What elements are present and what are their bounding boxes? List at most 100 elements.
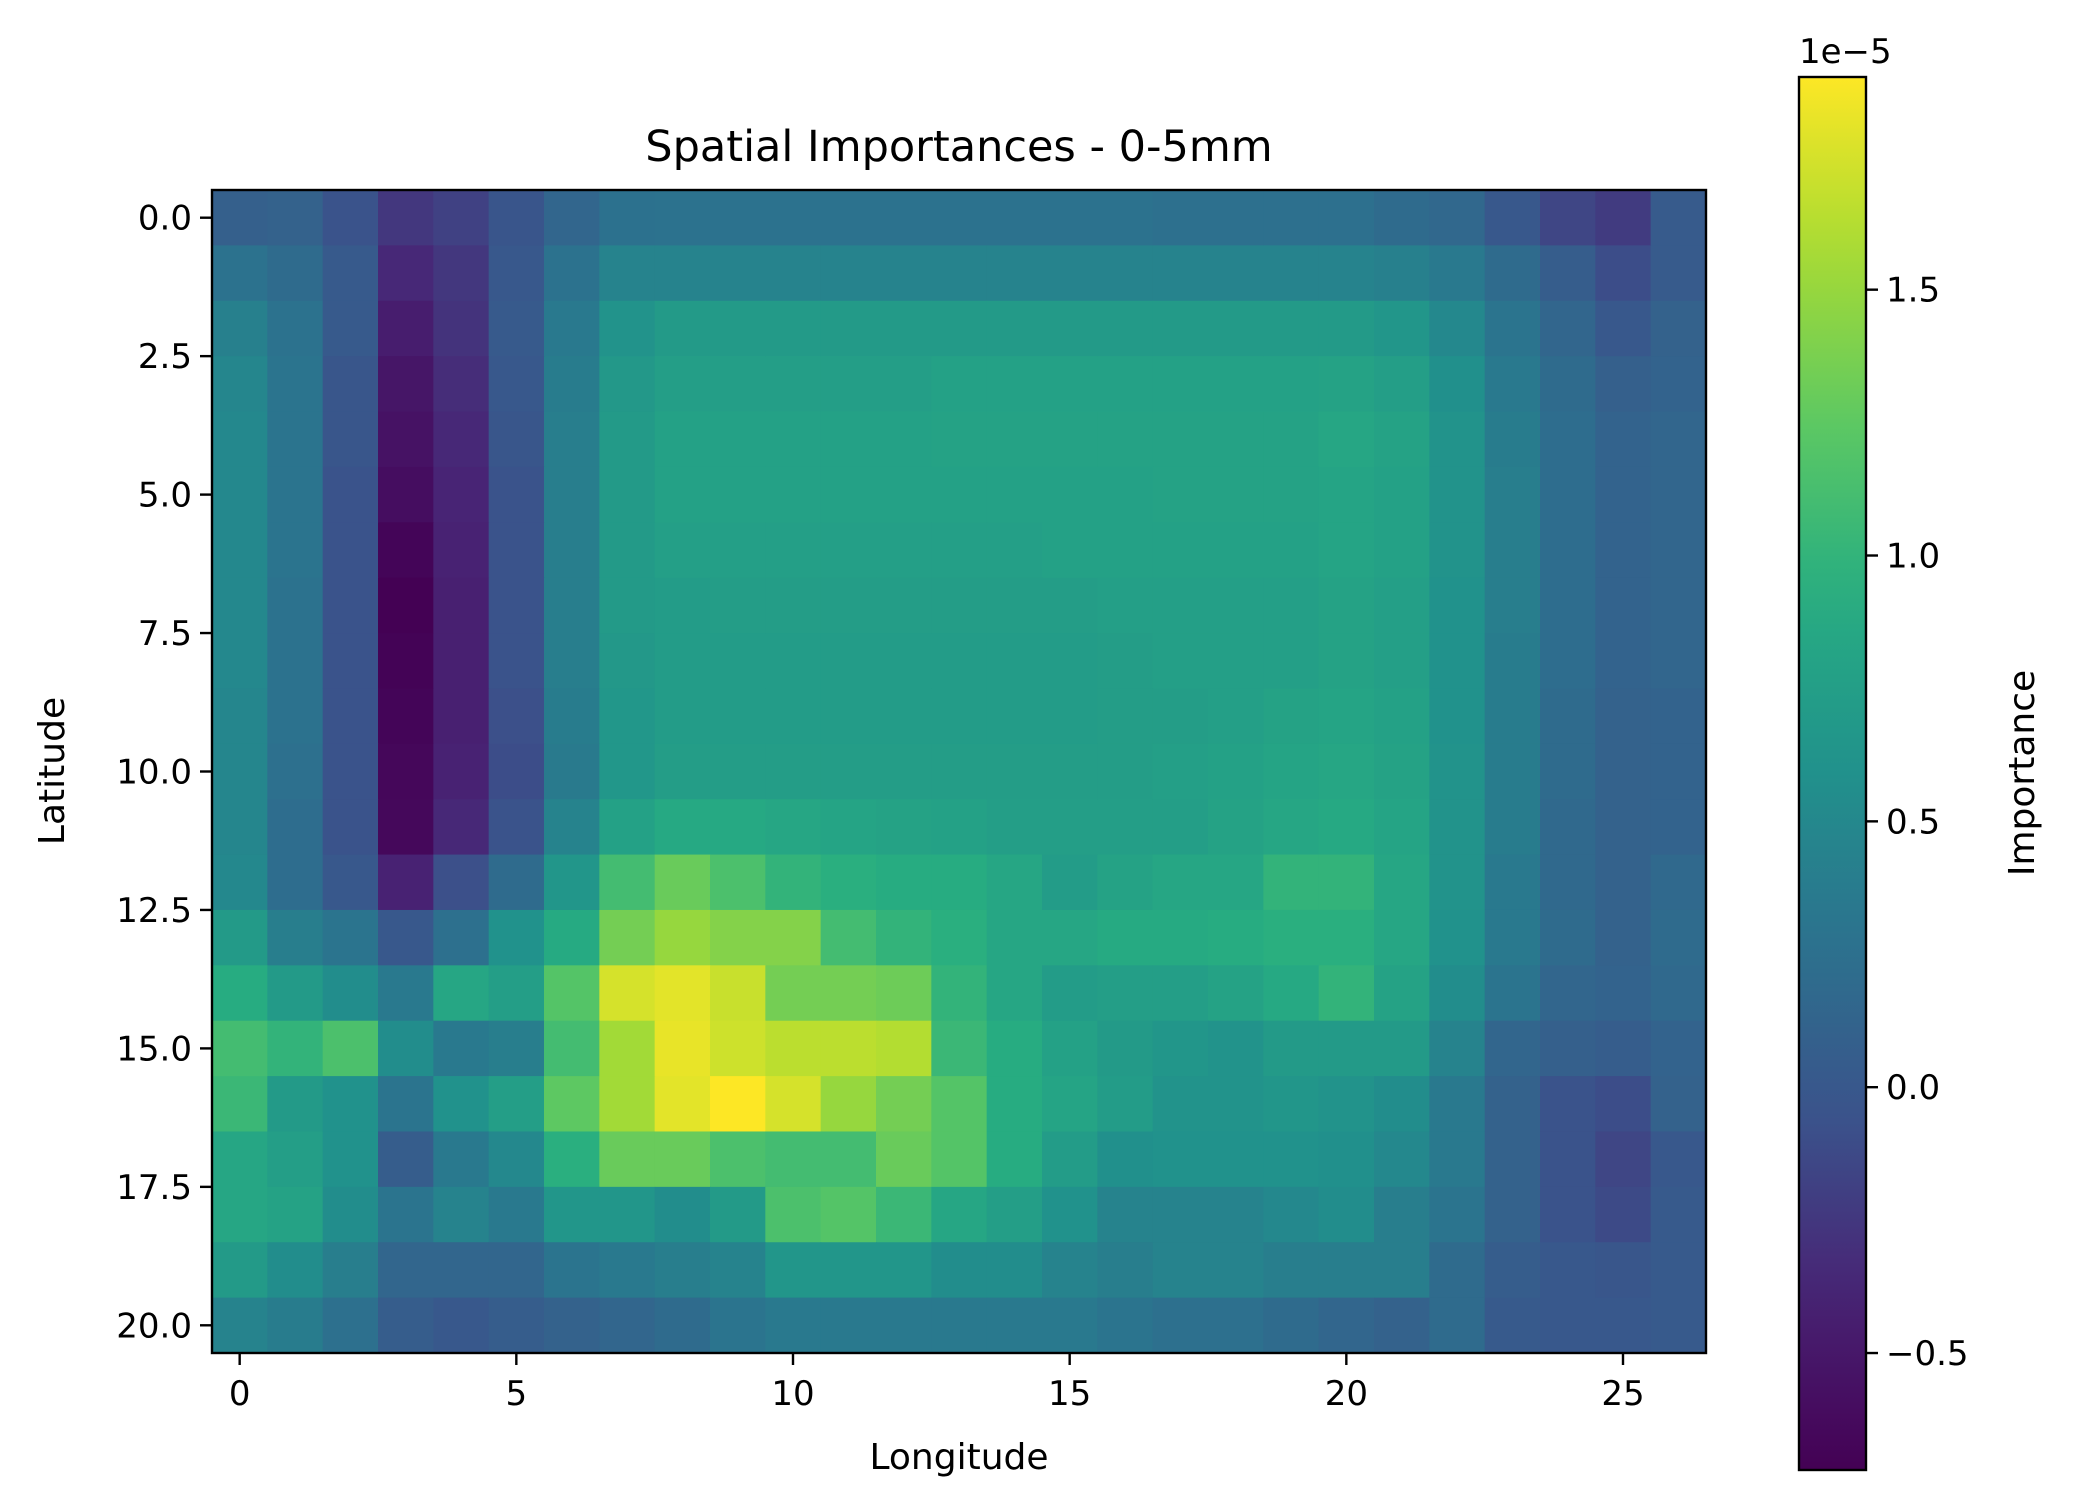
x-tick-label: 20 bbox=[1325, 1374, 1368, 1414]
heatmap-cell bbox=[931, 245, 988, 302]
heatmap-cell bbox=[1484, 577, 1541, 634]
heatmap-cell bbox=[378, 688, 434, 745]
heatmap-cell bbox=[1042, 356, 1098, 413]
heatmap-cell bbox=[654, 965, 711, 1022]
heatmap-cell bbox=[986, 965, 1043, 1022]
heatmap-cell bbox=[322, 633, 379, 690]
heatmap-cell bbox=[212, 1131, 268, 1188]
heatmap-cell bbox=[765, 799, 822, 856]
heatmap-cell bbox=[931, 190, 988, 246]
heatmap-cell bbox=[378, 1186, 434, 1243]
heatmap-cell bbox=[433, 799, 490, 856]
heatmap-cell bbox=[820, 1297, 877, 1354]
heatmap-cell bbox=[1595, 1076, 1652, 1133]
heatmap-cell bbox=[1263, 1242, 1320, 1299]
y-tick-label: 17.5 bbox=[116, 1168, 192, 1208]
heatmap-cell bbox=[876, 411, 932, 468]
heatmap-cell bbox=[544, 799, 600, 856]
heatmap-cell bbox=[267, 965, 324, 1022]
heatmap-cell bbox=[654, 577, 711, 634]
heatmap-cell bbox=[599, 854, 656, 911]
heatmap-cell bbox=[1263, 1020, 1320, 1077]
heatmap-cell bbox=[1152, 300, 1209, 357]
colorbar-tick-label: 1.5 bbox=[1886, 271, 1940, 311]
heatmap-cell bbox=[1540, 1186, 1596, 1243]
heatmap-cell bbox=[1374, 356, 1430, 413]
heatmap-cell bbox=[986, 522, 1043, 579]
heatmap-cell bbox=[765, 1242, 822, 1299]
heatmap-cell bbox=[876, 1076, 932, 1133]
heatmap-cell bbox=[986, 1076, 1043, 1133]
heatmap-cell bbox=[820, 356, 877, 413]
heatmap-cell bbox=[1208, 522, 1264, 579]
heatmap-cell bbox=[212, 1242, 268, 1299]
heatmap-cell bbox=[212, 1020, 268, 1077]
heatmap-cell bbox=[1484, 522, 1541, 579]
colorbar-tick-label: 1.0 bbox=[1886, 537, 1940, 577]
heatmap-cell bbox=[1318, 965, 1375, 1022]
heatmap-cell bbox=[1650, 633, 1707, 690]
heatmap-cell bbox=[710, 854, 766, 911]
heatmap-cell bbox=[544, 965, 600, 1022]
heatmap-cell bbox=[544, 633, 600, 690]
heatmap-cell bbox=[378, 965, 434, 1022]
heatmap-cell bbox=[1208, 577, 1264, 634]
heatmap-cell bbox=[820, 688, 877, 745]
heatmap-cell bbox=[378, 909, 434, 966]
heatmap-cell bbox=[1484, 466, 1541, 523]
heatmap-cell bbox=[488, 909, 545, 966]
colorbar-tick-label: 0.0 bbox=[1886, 1068, 1940, 1108]
heatmap-cell bbox=[1595, 411, 1652, 468]
heatmap-cell bbox=[488, 743, 545, 800]
heatmap-cell bbox=[322, 245, 379, 302]
heatmap-cell bbox=[544, 743, 600, 800]
heatmap-cell bbox=[931, 1131, 988, 1188]
heatmap-cell bbox=[654, 1020, 711, 1077]
heatmap-cell bbox=[1152, 1020, 1209, 1077]
heatmap-cell bbox=[1540, 1076, 1596, 1133]
heatmap-cell bbox=[322, 688, 379, 745]
heatmap-cell bbox=[654, 190, 711, 246]
heatmap-cell bbox=[986, 411, 1043, 468]
heatmap-cell bbox=[1650, 466, 1707, 523]
heatmap-cell bbox=[1042, 1297, 1098, 1354]
heatmap-cell bbox=[1318, 190, 1375, 246]
heatmap-cell bbox=[1484, 356, 1541, 413]
heatmap-cell bbox=[1650, 1020, 1707, 1077]
heatmap-cell bbox=[433, 965, 490, 1022]
heatmap-cell bbox=[433, 577, 490, 634]
heatmap-cell bbox=[1429, 743, 1486, 800]
heatmap-cell bbox=[1595, 1242, 1652, 1299]
heatmap-cell bbox=[931, 909, 988, 966]
heatmap-cell bbox=[544, 1297, 600, 1354]
heatmap-cell bbox=[1152, 1242, 1209, 1299]
heatmap-cell bbox=[765, 743, 822, 800]
heatmap-cell bbox=[765, 522, 822, 579]
heatmap-cell bbox=[544, 1242, 600, 1299]
heatmap-cell bbox=[876, 1020, 932, 1077]
y-tick-label: 20.0 bbox=[116, 1306, 192, 1346]
heatmap-cell bbox=[378, 577, 434, 634]
heatmap-cell bbox=[1208, 1131, 1264, 1188]
heatmap-cell bbox=[931, 854, 988, 911]
heatmap-cell bbox=[1484, 1297, 1541, 1354]
heatmap-cell bbox=[1484, 245, 1541, 302]
heatmap-cell bbox=[1097, 799, 1154, 856]
heatmap-cell bbox=[488, 300, 545, 357]
heatmap-cell bbox=[1484, 190, 1541, 246]
heatmap-cell bbox=[1263, 1076, 1320, 1133]
heatmap-cell bbox=[1152, 1131, 1209, 1188]
heatmap-cell bbox=[378, 799, 434, 856]
y-axis-ticks: 0.0 2.5 5.0 7.5 10.0 12.5 15.0 17.5 20.0 bbox=[116, 199, 212, 1346]
heatmap-cell bbox=[322, 909, 379, 966]
heatmap-cell bbox=[1152, 466, 1209, 523]
heatmap-cell bbox=[378, 522, 434, 579]
heatmap-cell bbox=[1540, 799, 1596, 856]
colorbar-offset-text: 1e−5 bbox=[1799, 32, 1892, 72]
heatmap-cell bbox=[654, 356, 711, 413]
heatmap-cell bbox=[820, 799, 877, 856]
heatmap-cell bbox=[488, 245, 545, 302]
heatmap-cell bbox=[544, 1131, 600, 1188]
heatmap-cell bbox=[820, 1186, 877, 1243]
heatmap-cell bbox=[267, 799, 324, 856]
